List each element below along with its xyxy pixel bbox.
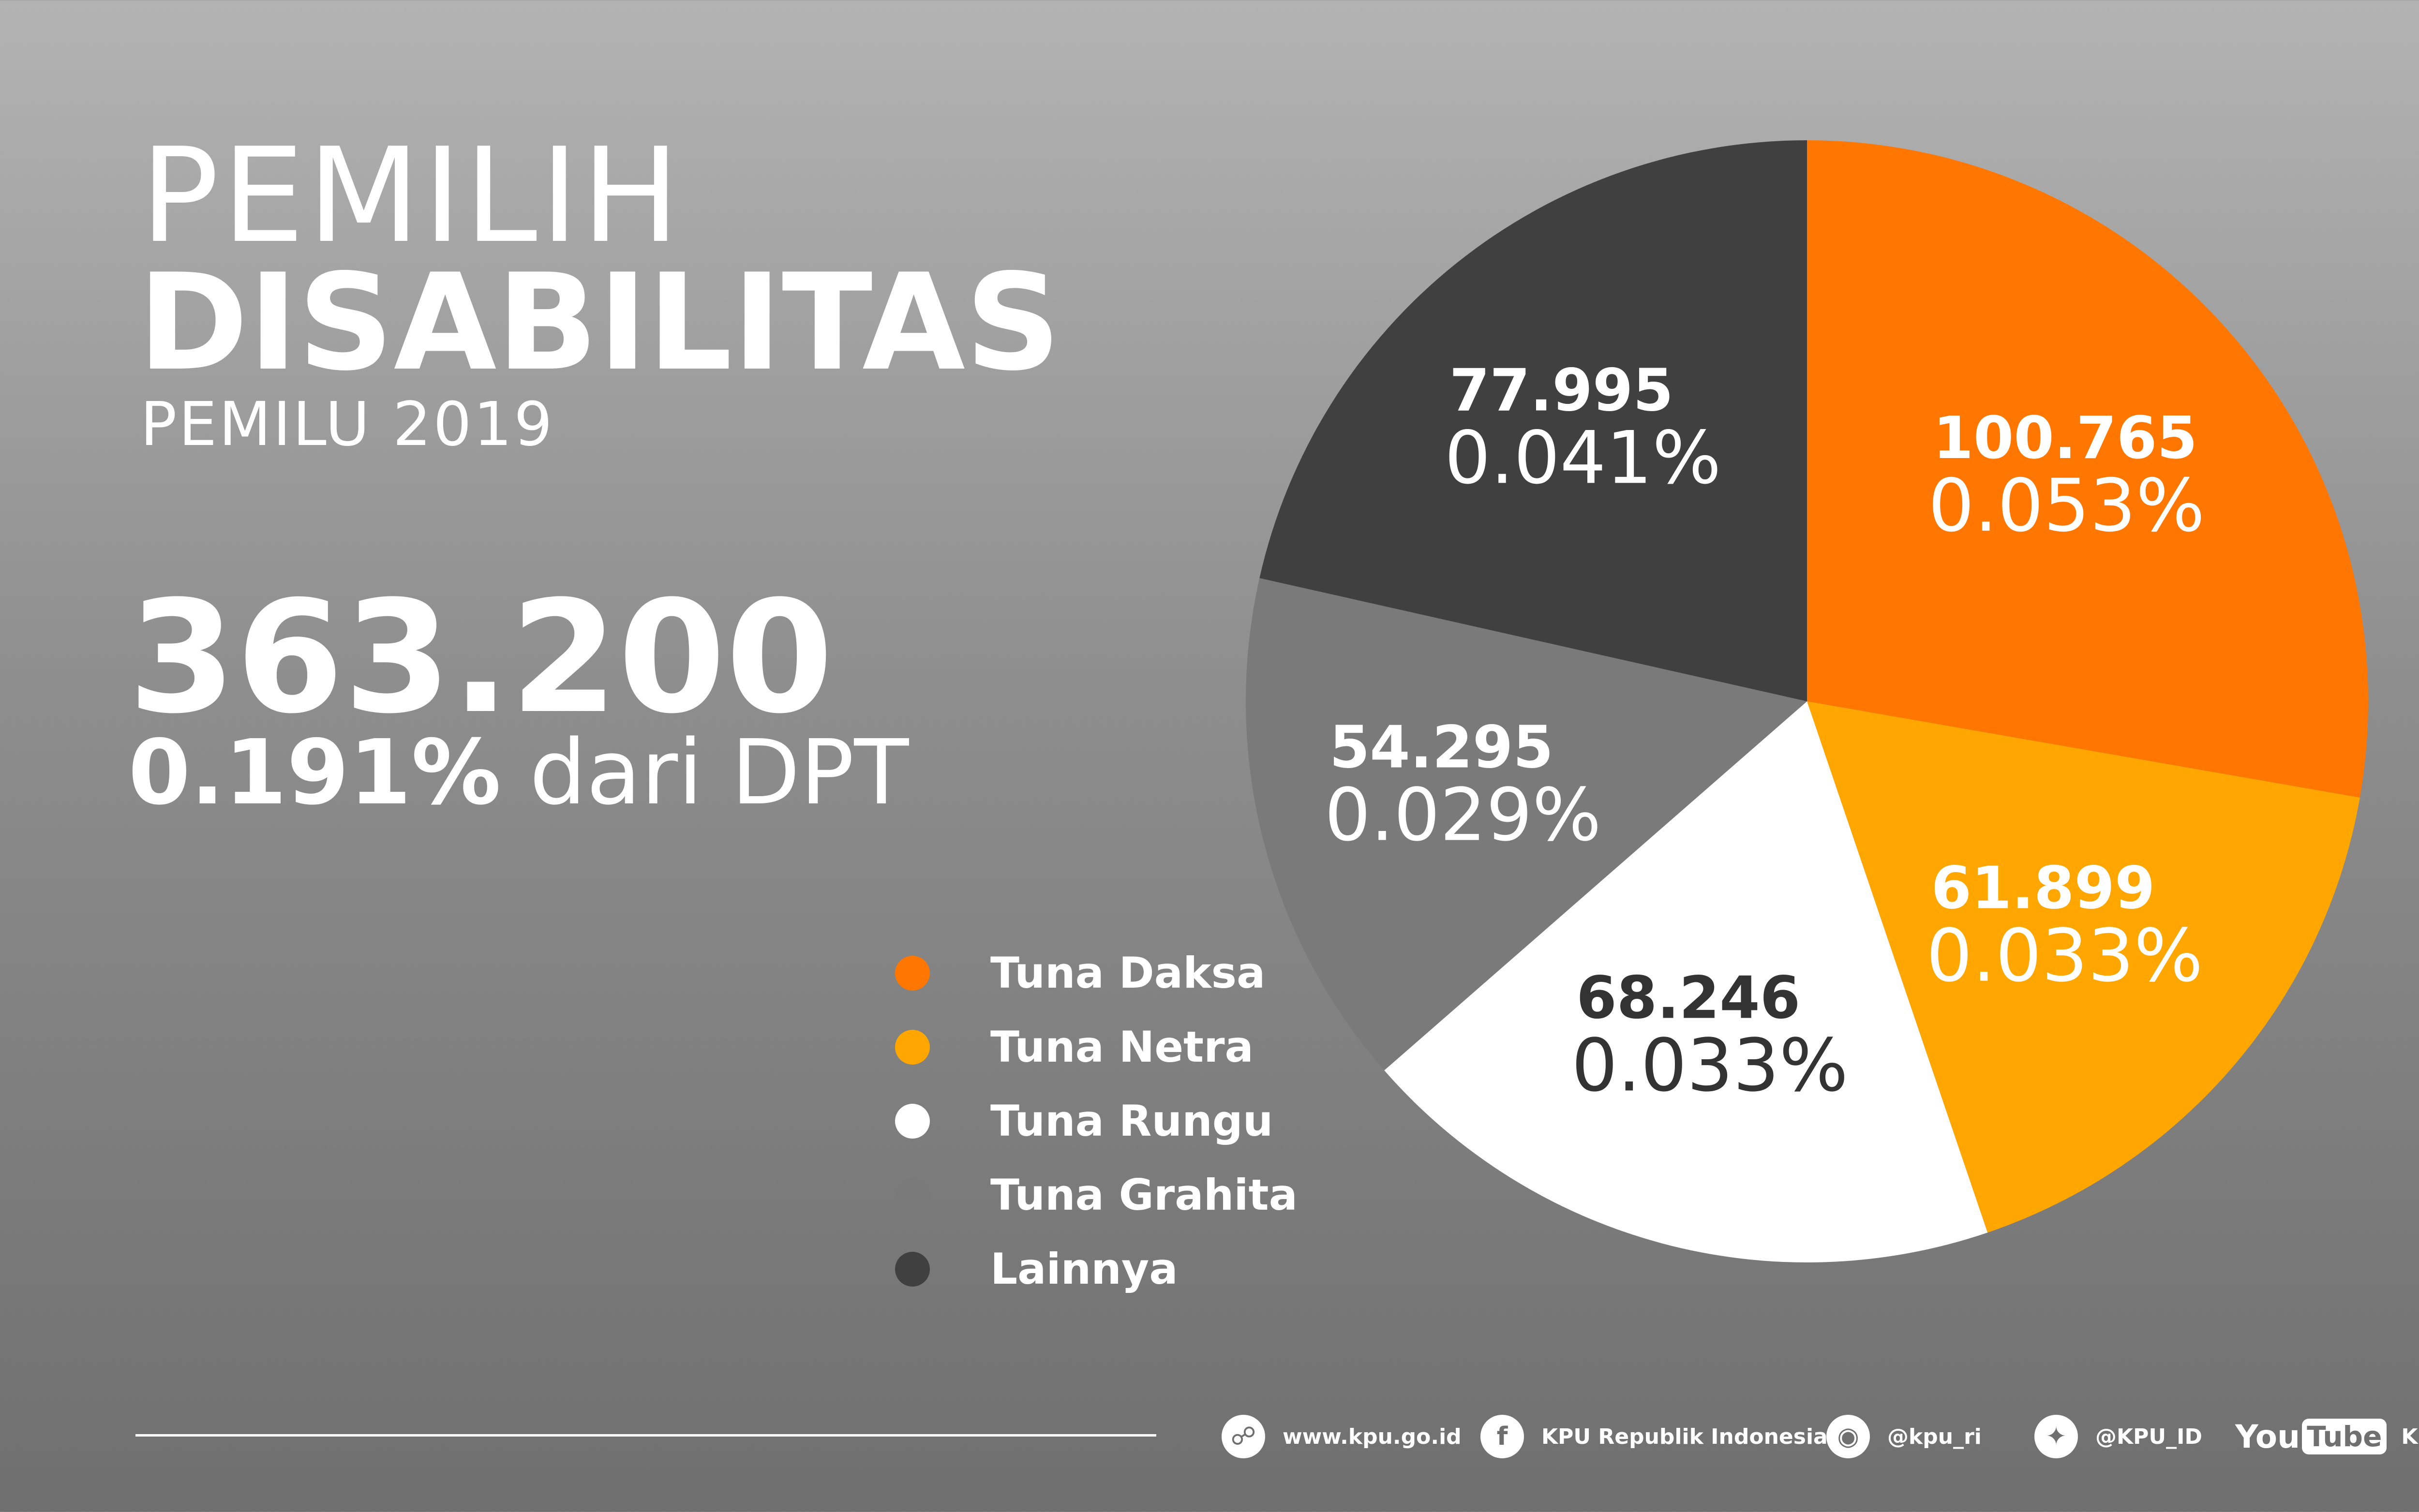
legend-item-lainnya: Lainnya xyxy=(895,1232,1298,1306)
slice-percent-label: 0.053% xyxy=(1928,464,2205,548)
pie-slice-tuna-netra xyxy=(1807,701,2360,1233)
slice-percent-label: 0.029% xyxy=(1325,773,1601,858)
pie-slice-tuna-rungu xyxy=(1384,701,1988,1263)
legend-label: Tuna Netra xyxy=(990,1022,1254,1072)
legend-label: Tuna Daksa xyxy=(990,948,1266,998)
slice-value-label: 77.995 xyxy=(1449,357,1673,424)
legend-swatch xyxy=(895,1103,930,1139)
footer-website[interactable]: ☍ www.kpu.go.id xyxy=(1222,1410,1462,1463)
globe-icon: ☍ xyxy=(1222,1415,1265,1458)
title-line-1: PEMILIH xyxy=(140,119,683,272)
legend-item-tuna-netra: Tuna Netra xyxy=(895,1010,1298,1084)
subtitle: PEMILU 2019 xyxy=(140,389,554,460)
facebook-icon: f xyxy=(1480,1415,1524,1458)
legend-swatch xyxy=(895,1029,930,1065)
slice-percent-label: 0.033% xyxy=(1571,1024,1848,1108)
footer-twitter-text: @KPU_ID xyxy=(2095,1424,2202,1449)
legend-item-tuna-daksa: Tuna Daksa xyxy=(895,936,1298,1010)
slice-percent-label: 0.033% xyxy=(1926,914,2203,998)
slice-value-label: 54.295 xyxy=(1329,714,1553,782)
twitter-icon: ✦ xyxy=(2034,1415,2078,1458)
legend-item-tuna-grahita: Tuna Grahita xyxy=(895,1158,1298,1232)
slice-value-label: 61.899 xyxy=(1931,855,2155,922)
youtube-icon: You Tube xyxy=(2235,1418,2387,1455)
footer-instagram[interactable]: ◉ @kpu_ri xyxy=(1826,1410,1982,1463)
instagram-icon: ◉ xyxy=(1826,1415,1870,1458)
legend-swatch xyxy=(895,1251,930,1287)
legend: Tuna Daksa Tuna Netra Tuna Rungu Tuna Gr… xyxy=(895,936,1298,1306)
pie-slice-tuna-grahita xyxy=(1246,578,1807,1070)
legend-swatch xyxy=(895,1177,930,1213)
footer-divider xyxy=(135,1434,1156,1437)
pie-slice-tuna-daksa xyxy=(1807,140,2368,798)
footer-youtube-text: KPU RI xyxy=(2401,1424,2419,1449)
legend-swatch xyxy=(895,955,930,991)
total-percent-suffix: dari DPT xyxy=(501,720,909,825)
pie-slice-lainnya xyxy=(1259,140,1807,701)
total-percent: 0.191% xyxy=(128,720,501,825)
legend-item-tuna-rungu: Tuna Rungu xyxy=(895,1084,1298,1158)
footer-facebook-text: KPU Republik Indonesia xyxy=(1541,1424,1828,1449)
footer-facebook[interactable]: f KPU Republik Indonesia xyxy=(1480,1410,1828,1463)
total-voters: 363.200 xyxy=(128,568,834,748)
total-percent-line: 0.191% dari DPT xyxy=(128,728,909,817)
footer-website-text: www.kpu.go.id xyxy=(1283,1424,1462,1449)
footer-twitter[interactable]: ✦ @KPU_ID xyxy=(2034,1410,2202,1463)
legend-label: Tuna Rungu xyxy=(990,1096,1273,1146)
slice-value-label: 68.246 xyxy=(1576,965,1800,1032)
slice-percent-label: 0.041% xyxy=(1445,416,1721,500)
title-line-2: DISABILITAS xyxy=(138,245,1061,400)
pie-slices xyxy=(1246,140,2368,1263)
footer-instagram-text: @kpu_ri xyxy=(1887,1424,1982,1449)
legend-label: Tuna Grahita xyxy=(990,1170,1298,1220)
pie-slice-labels: 100.7650.053%61.8990.033%68.2460.033%54.… xyxy=(1325,357,2205,1108)
slice-value-label: 100.765 xyxy=(1933,405,2197,472)
legend-label: Lainnya xyxy=(990,1244,1178,1294)
